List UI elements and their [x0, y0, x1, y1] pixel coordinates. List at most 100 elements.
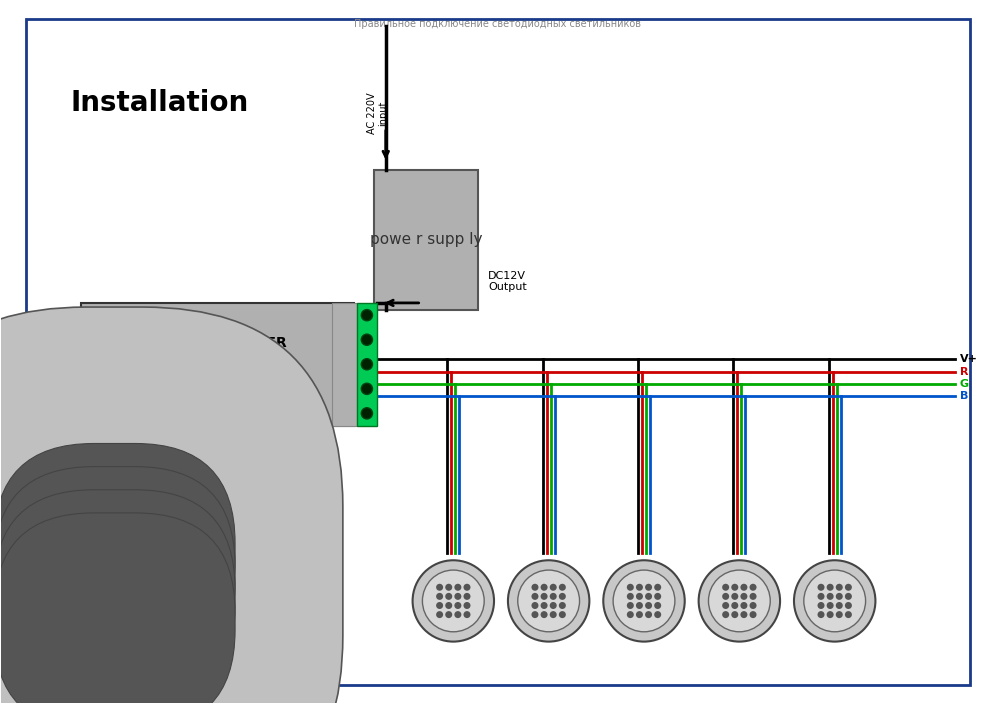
- Circle shape: [818, 602, 825, 609]
- Circle shape: [422, 570, 484, 631]
- Circle shape: [362, 310, 373, 321]
- Circle shape: [463, 611, 470, 618]
- Circle shape: [708, 570, 770, 631]
- Circle shape: [818, 593, 825, 600]
- Circle shape: [654, 584, 661, 591]
- Circle shape: [635, 611, 643, 618]
- Circle shape: [722, 611, 729, 618]
- Circle shape: [750, 611, 757, 618]
- Circle shape: [532, 584, 539, 591]
- Circle shape: [654, 611, 661, 618]
- Circle shape: [645, 602, 652, 609]
- Circle shape: [463, 602, 470, 609]
- Text: single  light: single light: [101, 315, 149, 325]
- Circle shape: [635, 584, 643, 591]
- Circle shape: [454, 584, 461, 591]
- Circle shape: [559, 611, 566, 618]
- Circle shape: [836, 602, 843, 609]
- Text: RF Remoter: RF Remoter: [163, 562, 261, 580]
- Circle shape: [731, 593, 738, 600]
- Circle shape: [836, 611, 843, 618]
- Circle shape: [836, 584, 843, 591]
- Circle shape: [645, 584, 652, 591]
- Circle shape: [827, 611, 834, 618]
- Circle shape: [635, 602, 643, 609]
- Circle shape: [722, 584, 729, 591]
- Circle shape: [445, 602, 452, 609]
- Circle shape: [436, 611, 443, 618]
- Circle shape: [722, 602, 729, 609]
- Bar: [332, 303, 357, 426]
- Circle shape: [436, 593, 443, 600]
- Bar: [357, 303, 376, 426]
- Circle shape: [463, 584, 470, 591]
- Circle shape: [845, 584, 852, 591]
- Circle shape: [731, 611, 738, 618]
- Text: Installation: Installation: [71, 89, 249, 117]
- Circle shape: [626, 593, 633, 600]
- FancyBboxPatch shape: [58, 327, 78, 402]
- Circle shape: [604, 560, 684, 641]
- Circle shape: [436, 602, 443, 609]
- FancyBboxPatch shape: [0, 467, 235, 684]
- Circle shape: [463, 593, 470, 600]
- Text: LED CONTROLLER: LED CONTROLLER: [148, 337, 287, 350]
- Circle shape: [559, 584, 566, 591]
- Circle shape: [626, 602, 633, 609]
- Circle shape: [454, 593, 461, 600]
- Circle shape: [412, 560, 494, 641]
- Circle shape: [740, 611, 747, 618]
- FancyBboxPatch shape: [0, 307, 343, 704]
- Circle shape: [362, 334, 373, 346]
- Circle shape: [731, 584, 738, 591]
- Circle shape: [532, 611, 539, 618]
- Circle shape: [454, 602, 461, 609]
- Text: R: R: [960, 367, 968, 377]
- Circle shape: [750, 584, 757, 591]
- Circle shape: [362, 408, 373, 419]
- Circle shape: [740, 602, 747, 609]
- Circle shape: [362, 358, 373, 370]
- Circle shape: [445, 584, 452, 591]
- Circle shape: [794, 560, 875, 641]
- Circle shape: [559, 602, 566, 609]
- Circle shape: [654, 593, 661, 600]
- Circle shape: [626, 584, 633, 591]
- Circle shape: [645, 611, 652, 618]
- Text: Правильное подключение светодиодных светильников: Правильное подключение светодиодных свет…: [355, 19, 641, 29]
- Circle shape: [445, 611, 452, 618]
- Circle shape: [532, 593, 539, 600]
- Circle shape: [550, 611, 557, 618]
- Circle shape: [362, 383, 373, 394]
- Circle shape: [541, 602, 548, 609]
- Circle shape: [541, 593, 548, 600]
- FancyBboxPatch shape: [0, 513, 235, 704]
- Text: Total output current: 12A: Total output current: 12A: [165, 388, 270, 397]
- Circle shape: [645, 593, 652, 600]
- Circle shape: [845, 593, 852, 600]
- Circle shape: [105, 340, 122, 357]
- Text: V+: V+: [960, 354, 978, 364]
- Circle shape: [445, 593, 452, 600]
- Text: powe r supp ly: powe r supp ly: [370, 232, 482, 247]
- Circle shape: [750, 602, 757, 609]
- Circle shape: [827, 593, 834, 600]
- Text: AC 220V
input: AC 220V input: [367, 92, 388, 134]
- Circle shape: [550, 602, 557, 609]
- FancyBboxPatch shape: [0, 490, 235, 704]
- Circle shape: [454, 611, 461, 618]
- Circle shape: [110, 519, 120, 529]
- Circle shape: [626, 611, 633, 618]
- Circle shape: [614, 570, 675, 631]
- Circle shape: [731, 602, 738, 609]
- Circle shape: [541, 584, 548, 591]
- Circle shape: [532, 602, 539, 609]
- Circle shape: [827, 602, 834, 609]
- Circle shape: [845, 611, 852, 618]
- Circle shape: [436, 584, 443, 591]
- Circle shape: [740, 593, 747, 600]
- Circle shape: [740, 584, 747, 591]
- Circle shape: [508, 560, 590, 641]
- Circle shape: [818, 611, 825, 618]
- Circle shape: [559, 593, 566, 600]
